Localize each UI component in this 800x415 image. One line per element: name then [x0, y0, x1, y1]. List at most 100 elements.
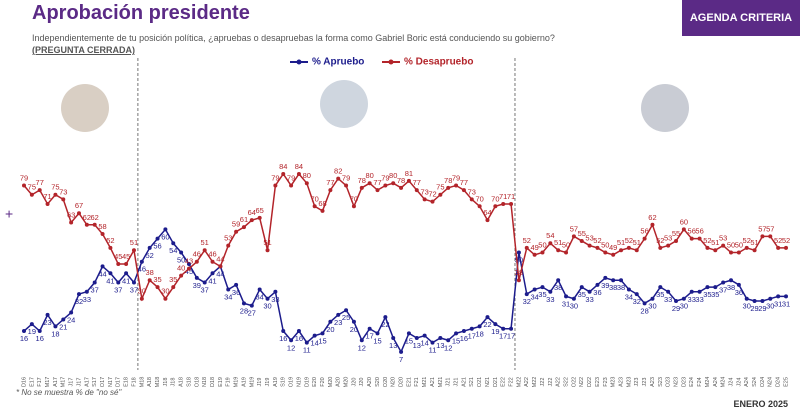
data-label: 16 [279, 334, 287, 343]
x-tick-label: D19 [304, 377, 310, 387]
point [414, 188, 419, 193]
data-label: 46 [138, 265, 146, 274]
data-label: 51 [750, 238, 758, 247]
x-tick-label: E22 [501, 377, 507, 387]
data-label: 23 [43, 318, 51, 327]
x-tick-label: J20 [359, 378, 365, 387]
point [729, 278, 734, 283]
point [344, 308, 349, 313]
point [328, 319, 333, 324]
data-label: 77 [326, 178, 334, 187]
point [273, 183, 278, 188]
point [139, 296, 144, 301]
point [446, 185, 451, 190]
data-label: 56 [688, 227, 696, 236]
point [273, 289, 278, 294]
x-tick-label: J22 [540, 378, 546, 387]
x-tick-label: E24 [689, 377, 695, 387]
point [603, 250, 608, 255]
point [619, 248, 624, 253]
point [351, 204, 356, 209]
data-label: 71 [43, 192, 51, 201]
data-label: 46 [208, 250, 216, 259]
point [776, 294, 781, 299]
data-label: 51 [617, 238, 625, 247]
data-label: 31 [562, 299, 570, 308]
x-tick-label: J17 [76, 378, 82, 387]
point [493, 204, 498, 209]
data-label: 53 [224, 234, 232, 243]
point [532, 287, 537, 292]
data-label: 34 [255, 292, 263, 301]
point [320, 208, 325, 213]
legend-label: % Apruebo [312, 57, 364, 68]
x-tick-label: E21 [406, 377, 412, 387]
point [100, 232, 105, 237]
x-tick-label: A18 [179, 377, 185, 387]
point [721, 243, 726, 248]
point [461, 188, 466, 193]
data-label: 14 [420, 339, 428, 348]
point [689, 289, 694, 294]
data-label: 56 [640, 227, 648, 236]
point [108, 245, 113, 250]
legend-marker [296, 59, 302, 65]
data-label: 17 [499, 332, 507, 341]
point [61, 197, 66, 202]
data-label: 60 [161, 232, 169, 241]
x-tick-label: D17 [116, 377, 122, 387]
data-label: 52 [106, 236, 114, 245]
point [524, 245, 529, 250]
data-label: 61 [240, 215, 248, 224]
point [336, 176, 341, 181]
agenda-button[interactable]: AGENDA CRITERIA [682, 0, 800, 36]
point [37, 188, 42, 193]
point [296, 171, 301, 176]
data-label: 13 [413, 341, 421, 350]
x-tick-label: D24 [776, 377, 782, 387]
point [281, 329, 286, 334]
data-label: 77 [36, 178, 44, 187]
data-label: 78 [397, 176, 405, 185]
x-tick-label: O18 [194, 377, 200, 387]
data-label: 30 [570, 302, 578, 311]
portrait [61, 84, 109, 132]
data-label: 45 [122, 252, 130, 261]
point [532, 252, 537, 257]
point [210, 271, 215, 276]
data-label: 57 [758, 224, 766, 233]
data-label: 78 [444, 176, 452, 185]
point [375, 331, 380, 336]
data-label: 53 [585, 234, 593, 243]
point [595, 282, 600, 287]
point [171, 285, 176, 290]
x-tick-label: A17 [53, 377, 59, 387]
point [681, 227, 686, 232]
x-tick-label: F23 [603, 377, 609, 386]
point [76, 292, 81, 297]
point [548, 241, 553, 246]
data-label: 37 [130, 286, 138, 295]
x-tick-label: M20 [328, 377, 334, 388]
point [53, 192, 58, 197]
point [265, 296, 270, 301]
data-label: 65 [255, 206, 263, 215]
data-label: 20 [350, 325, 358, 334]
data-label: 11 [303, 346, 311, 355]
data-label: 79 [287, 173, 295, 182]
x-tick-label: S23 [658, 377, 664, 387]
point [650, 296, 655, 301]
point [124, 271, 129, 276]
data-label: 33 [271, 295, 279, 304]
point [179, 273, 184, 278]
point [84, 222, 89, 227]
data-label: 55 [672, 229, 680, 238]
point [194, 259, 199, 264]
data-label: 52 [774, 236, 782, 245]
data-label: 75 [436, 183, 444, 192]
data-label: 7 [399, 355, 403, 364]
point [45, 201, 50, 206]
data-label: 44 [216, 269, 224, 278]
point [29, 192, 34, 197]
